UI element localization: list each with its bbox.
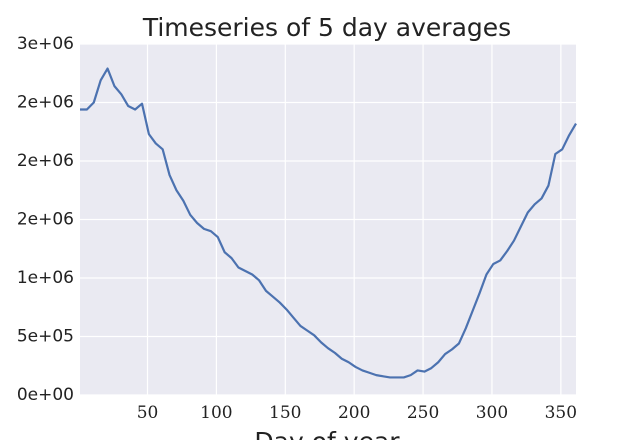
x-axis-label: Day of year (254, 427, 400, 440)
y-tick-label: 1e+06 (17, 268, 74, 288)
y-tick-label: 2e+06 (17, 151, 74, 171)
chart-title: Timeseries of 5 day averages (142, 13, 511, 42)
x-tick-label: 150 (269, 403, 301, 423)
x-tick-label: 300 (476, 403, 508, 423)
y-tick-label: 5e+05 (17, 327, 74, 347)
y-tick-label: 3e+06 (17, 34, 74, 54)
x-tick-label: 50 (137, 403, 159, 423)
x-tick-label: 100 (200, 403, 232, 423)
x-tick-label: 350 (545, 403, 577, 423)
data-line (80, 67, 577, 379)
x-tick-label: 200 (338, 403, 370, 423)
y-tick-label: 0e+00 (17, 385, 74, 405)
y-tick-label: 2e+06 (17, 93, 74, 113)
x-tick-label: 250 (407, 403, 439, 423)
y-tick-label: 2e+06 (17, 210, 74, 230)
